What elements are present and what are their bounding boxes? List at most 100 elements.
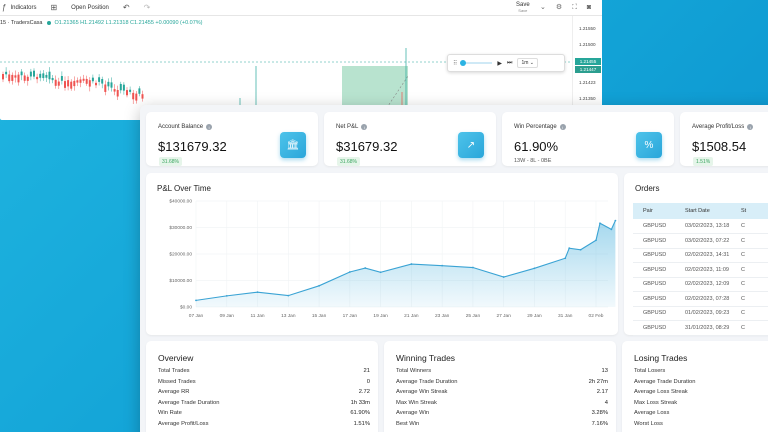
candle-body xyxy=(116,90,119,97)
open-position-button[interactable]: Open Position xyxy=(71,5,109,11)
stat-label: Win Percentage i xyxy=(514,124,566,130)
chart-toolbar: ƒ Indicators ⊞ Open Position ↶ ↷ xyxy=(0,0,602,16)
pnl-data-point xyxy=(318,284,320,287)
summary-row: Max Loss Streak xyxy=(634,400,768,411)
x-tick-label: 13 Jan xyxy=(281,313,296,319)
order-start-date-cell: 03/02/2023, 07:22 xyxy=(675,233,741,249)
summary-row-label: Max Loss Streak xyxy=(634,399,678,406)
candle-body xyxy=(113,89,116,92)
info-icon[interactable]: i xyxy=(361,124,368,130)
drag-handle-icon[interactable]: ⠿ xyxy=(453,60,458,67)
pnl-data-point xyxy=(568,247,571,250)
stat-value: $1508.54 xyxy=(692,139,747,154)
price-scale[interactable]: 1.21550 1.21500 1.21455 1.21447 1.21423 … xyxy=(572,16,602,120)
pnl-chart-card: P&L Over Time $40000.00 $30000.00 $20000.0… xyxy=(146,173,618,335)
candle-body xyxy=(70,81,73,89)
info-icon[interactable]: i xyxy=(206,124,213,130)
summary-row-label: Average RR xyxy=(158,389,190,395)
fullscreen-icon[interactable]: ⛶ xyxy=(572,4,577,11)
orders-card: Orders Pair Start Date St GBPUSD 03/02/20… xyxy=(624,173,768,336)
stat-card-average-profit-loss: Average Profit/Loss i $1508.54 1.51% xyxy=(680,112,768,166)
replay-interval-value: 1m xyxy=(521,60,529,66)
summary-row-label: Average Trade Duration xyxy=(396,378,458,385)
summary-row-label: Total Losers xyxy=(634,368,666,374)
undo-button[interactable]: ↶ xyxy=(123,3,130,12)
bid-price-tag: 1.21447 xyxy=(575,66,601,73)
candle-body xyxy=(67,80,70,87)
bank-icon: 🏛 xyxy=(280,132,306,158)
stat-card-net-pnl: Net P&L i $31679.32 31.68% ↗ xyxy=(324,112,496,166)
candle-body xyxy=(82,78,85,81)
table-row[interactable]: GBPUSD 02/02/2023, 11:09 C xyxy=(633,262,768,278)
column-header-start-date[interactable]: Start Date xyxy=(675,203,741,219)
summary-row-value: 3.28% xyxy=(591,410,608,416)
step-forward-icon[interactable]: ⏭ xyxy=(507,59,513,66)
redo-button[interactable]: ↷ xyxy=(144,3,151,12)
replay-speed-slider[interactable] xyxy=(460,60,493,66)
summary-row-value: 7.16% xyxy=(591,420,608,427)
overview-list: Total Trades 21 Missed Trades 0 Average RR 2.… xyxy=(158,368,370,431)
table-row[interactable]: GBPUSD 31/01/2023, 08:29 C xyxy=(633,320,768,336)
summary-row-label: Max Win Streak xyxy=(396,399,437,406)
layout-button[interactable]: ⊞ xyxy=(50,3,57,12)
order-start-date-cell: 03/02/2023, 13:18 xyxy=(675,219,741,234)
summary-row: Average Win Streak 2.17 xyxy=(396,389,608,400)
column-header-status[interactable]: St xyxy=(741,203,768,219)
save-button[interactable]: Save Save xyxy=(516,2,530,14)
table-row[interactable]: GBPUSD 02/02/2023, 07:28 C xyxy=(633,291,768,307)
summary-row-value: 2h 27m xyxy=(588,378,608,385)
candle-body xyxy=(101,79,104,84)
table-row[interactable]: GBPUSD 02/02/2023, 14:31 C xyxy=(633,248,768,263)
pnl-series-line xyxy=(195,220,616,301)
gear-icon[interactable]: ⚙ xyxy=(555,4,563,11)
candle-body xyxy=(107,81,110,87)
pnl-area-chart[interactable]: $40000.00 $30000.00 $20000.00 $10000.00 $0.0… xyxy=(146,173,618,335)
replay-interval-select[interactable]: 1m ⌄ xyxy=(517,58,538,68)
summary-row-label: Best Win xyxy=(396,420,420,427)
camera-icon[interactable]: ◙ xyxy=(586,4,592,11)
play-icon[interactable]: ▶ xyxy=(497,60,503,67)
candle-body xyxy=(48,71,51,80)
summary-row-value: 1h 33m xyxy=(350,399,370,406)
x-tick-label: 23 Jan xyxy=(435,313,450,319)
table-row[interactable]: GBPUSD 01/02/2023, 09:23 C xyxy=(633,306,768,321)
pnl-data-point xyxy=(410,263,413,265)
order-start-date-cell: 02/02/2023, 11:09 xyxy=(675,262,741,278)
table-row[interactable]: GBPUSD 02/02/2023, 12:09 C xyxy=(633,277,768,292)
candle-body xyxy=(141,94,144,99)
table-row[interactable]: GBPUSD 03/02/2023, 13:18 C xyxy=(633,219,768,234)
candle-body xyxy=(17,74,20,83)
order-pair-cell: GBPUSD xyxy=(633,320,675,336)
summary-row: Average Trade Duration xyxy=(634,379,768,390)
stat-label: Net P&L i xyxy=(336,124,368,130)
info-icon[interactable]: i xyxy=(747,124,754,130)
pnl-data-point xyxy=(533,267,536,270)
summary-row-label: Average Loss xyxy=(634,410,670,416)
losing-trades-title: Losing Trades xyxy=(634,353,688,363)
candle-body xyxy=(88,80,91,87)
pnl-chart-title: P&L Over Time xyxy=(157,184,211,193)
price-level: 1.21550 xyxy=(579,26,596,31)
indicators-button[interactable]: ƒ Indicators xyxy=(2,3,36,12)
undo-icon: ↶ xyxy=(122,3,130,12)
save-label: Save xyxy=(516,2,530,8)
candle-body xyxy=(138,88,141,94)
table-row[interactable]: GBPUSD 03/02/2023, 07:22 C xyxy=(633,233,768,249)
pnl-data-point xyxy=(595,239,597,242)
summary-row: Average Profit/Loss 1.51% xyxy=(158,421,370,432)
summary-row-label: Missed Trades xyxy=(158,378,196,385)
pnl-data-point xyxy=(472,266,474,269)
pnl-data-point xyxy=(599,222,601,225)
x-tick-label: 07 Jan xyxy=(189,313,204,319)
summary-row-value: 61.90% xyxy=(350,410,370,416)
order-status-cell: C xyxy=(741,277,768,292)
x-tick-label: 27 Jan xyxy=(496,313,511,319)
price-level: 1.21423 xyxy=(579,80,596,85)
info-icon[interactable]: i xyxy=(559,124,566,130)
candle-body xyxy=(60,76,63,81)
chevron-down-icon[interactable]: ⌄ xyxy=(540,4,546,11)
column-header-pair[interactable]: Pair xyxy=(633,203,675,219)
y-tick-label: $40000.00 xyxy=(169,199,192,205)
order-pair-cell: GBPUSD xyxy=(633,291,675,307)
candle-body xyxy=(2,74,4,80)
